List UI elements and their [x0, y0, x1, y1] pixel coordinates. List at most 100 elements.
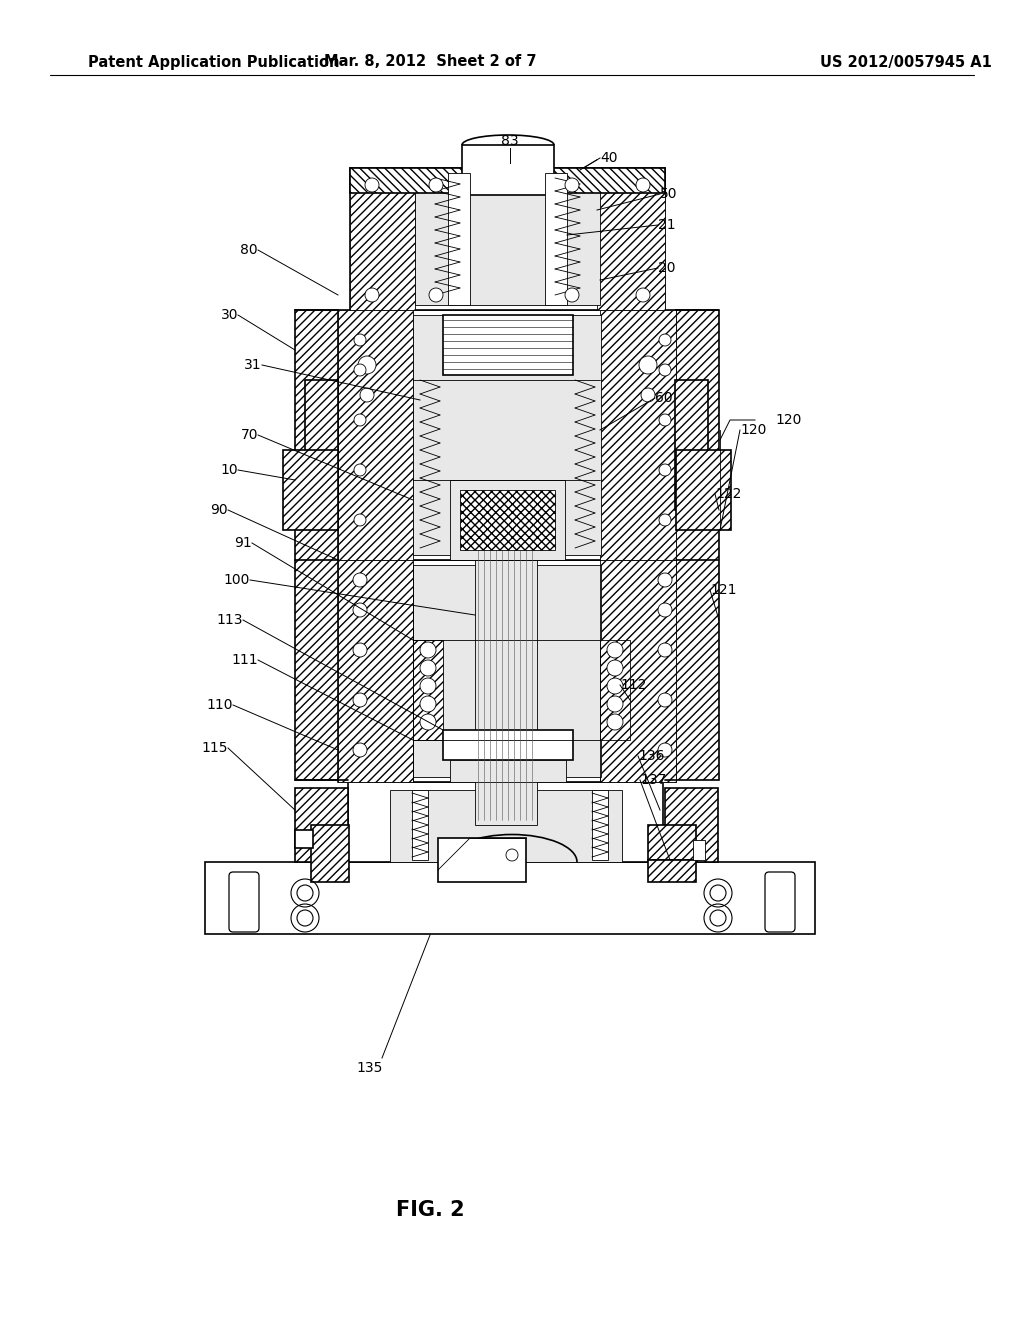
- Bar: [648, 825, 696, 861]
- Text: 50: 50: [660, 187, 678, 201]
- Text: 70: 70: [241, 428, 258, 442]
- Bar: [675, 380, 708, 510]
- Bar: [413, 565, 601, 777]
- Bar: [676, 450, 731, 531]
- Bar: [338, 310, 676, 560]
- Circle shape: [565, 288, 579, 302]
- Text: 40: 40: [600, 150, 617, 165]
- Circle shape: [641, 388, 655, 403]
- Text: 122: 122: [715, 487, 741, 502]
- Circle shape: [710, 909, 726, 927]
- Bar: [350, 168, 415, 310]
- Text: 120: 120: [740, 422, 766, 437]
- Circle shape: [353, 603, 367, 616]
- Bar: [338, 310, 413, 560]
- Bar: [545, 173, 567, 305]
- Bar: [449, 173, 470, 305]
- Bar: [283, 450, 338, 531]
- Text: Patent Application Publication: Patent Application Publication: [88, 54, 340, 70]
- Bar: [475, 531, 537, 825]
- Text: 137: 137: [640, 774, 667, 787]
- FancyBboxPatch shape: [229, 873, 259, 932]
- Circle shape: [607, 678, 623, 694]
- Bar: [693, 840, 705, 861]
- Bar: [413, 315, 601, 554]
- Bar: [443, 730, 573, 760]
- Circle shape: [658, 573, 672, 587]
- Text: 113: 113: [216, 612, 243, 627]
- Text: 111: 111: [231, 653, 258, 667]
- Circle shape: [354, 414, 366, 426]
- Bar: [295, 788, 348, 862]
- Circle shape: [429, 288, 443, 302]
- Bar: [350, 168, 665, 193]
- Circle shape: [353, 573, 367, 587]
- Circle shape: [354, 364, 366, 376]
- Circle shape: [658, 643, 672, 657]
- Circle shape: [636, 178, 650, 191]
- Text: 112: 112: [620, 678, 646, 692]
- Bar: [462, 145, 554, 195]
- Bar: [592, 789, 608, 861]
- Circle shape: [420, 678, 436, 694]
- Circle shape: [354, 513, 366, 525]
- Bar: [676, 310, 719, 780]
- Bar: [338, 560, 413, 781]
- Circle shape: [365, 288, 379, 302]
- Text: 30: 30: [220, 308, 238, 322]
- Circle shape: [297, 884, 313, 902]
- Bar: [338, 560, 676, 781]
- Text: 83: 83: [501, 135, 519, 148]
- Text: 21: 21: [658, 218, 676, 232]
- Bar: [600, 310, 676, 560]
- Bar: [295, 830, 313, 847]
- Bar: [600, 560, 676, 781]
- Text: 120: 120: [775, 413, 802, 426]
- Circle shape: [659, 414, 671, 426]
- Bar: [600, 640, 630, 741]
- Circle shape: [353, 643, 367, 657]
- Text: 10: 10: [220, 463, 238, 477]
- Circle shape: [607, 642, 623, 657]
- Circle shape: [607, 696, 623, 711]
- Text: 80: 80: [241, 243, 258, 257]
- Text: Mar. 8, 2012  Sheet 2 of 7: Mar. 8, 2012 Sheet 2 of 7: [324, 54, 537, 70]
- Text: 135: 135: [356, 1061, 383, 1074]
- Text: 115: 115: [202, 741, 228, 755]
- Circle shape: [710, 884, 726, 902]
- Text: 91: 91: [234, 536, 252, 550]
- Bar: [460, 490, 555, 550]
- Circle shape: [607, 660, 623, 676]
- Circle shape: [659, 465, 671, 477]
- Text: FIG. 2: FIG. 2: [395, 1200, 464, 1220]
- Bar: [350, 168, 665, 310]
- Text: 136: 136: [638, 748, 665, 763]
- Bar: [311, 825, 349, 882]
- Circle shape: [360, 388, 374, 403]
- Bar: [205, 862, 815, 935]
- Bar: [438, 838, 526, 882]
- Text: US 2012/0057945 A1: US 2012/0057945 A1: [820, 54, 992, 70]
- Circle shape: [636, 288, 650, 302]
- Bar: [305, 380, 338, 510]
- Circle shape: [420, 642, 436, 657]
- Bar: [412, 789, 428, 861]
- Bar: [597, 168, 665, 310]
- Circle shape: [659, 364, 671, 376]
- Text: 100: 100: [223, 573, 250, 587]
- Circle shape: [658, 603, 672, 616]
- Circle shape: [607, 714, 623, 730]
- Circle shape: [565, 178, 579, 191]
- Circle shape: [365, 178, 379, 191]
- Bar: [413, 640, 443, 741]
- Circle shape: [659, 334, 671, 346]
- Bar: [415, 173, 600, 305]
- Circle shape: [420, 696, 436, 711]
- Circle shape: [297, 909, 313, 927]
- Circle shape: [429, 178, 443, 191]
- Circle shape: [506, 849, 518, 861]
- Circle shape: [659, 513, 671, 525]
- Circle shape: [658, 743, 672, 756]
- Text: 90: 90: [210, 503, 228, 517]
- Bar: [648, 861, 696, 882]
